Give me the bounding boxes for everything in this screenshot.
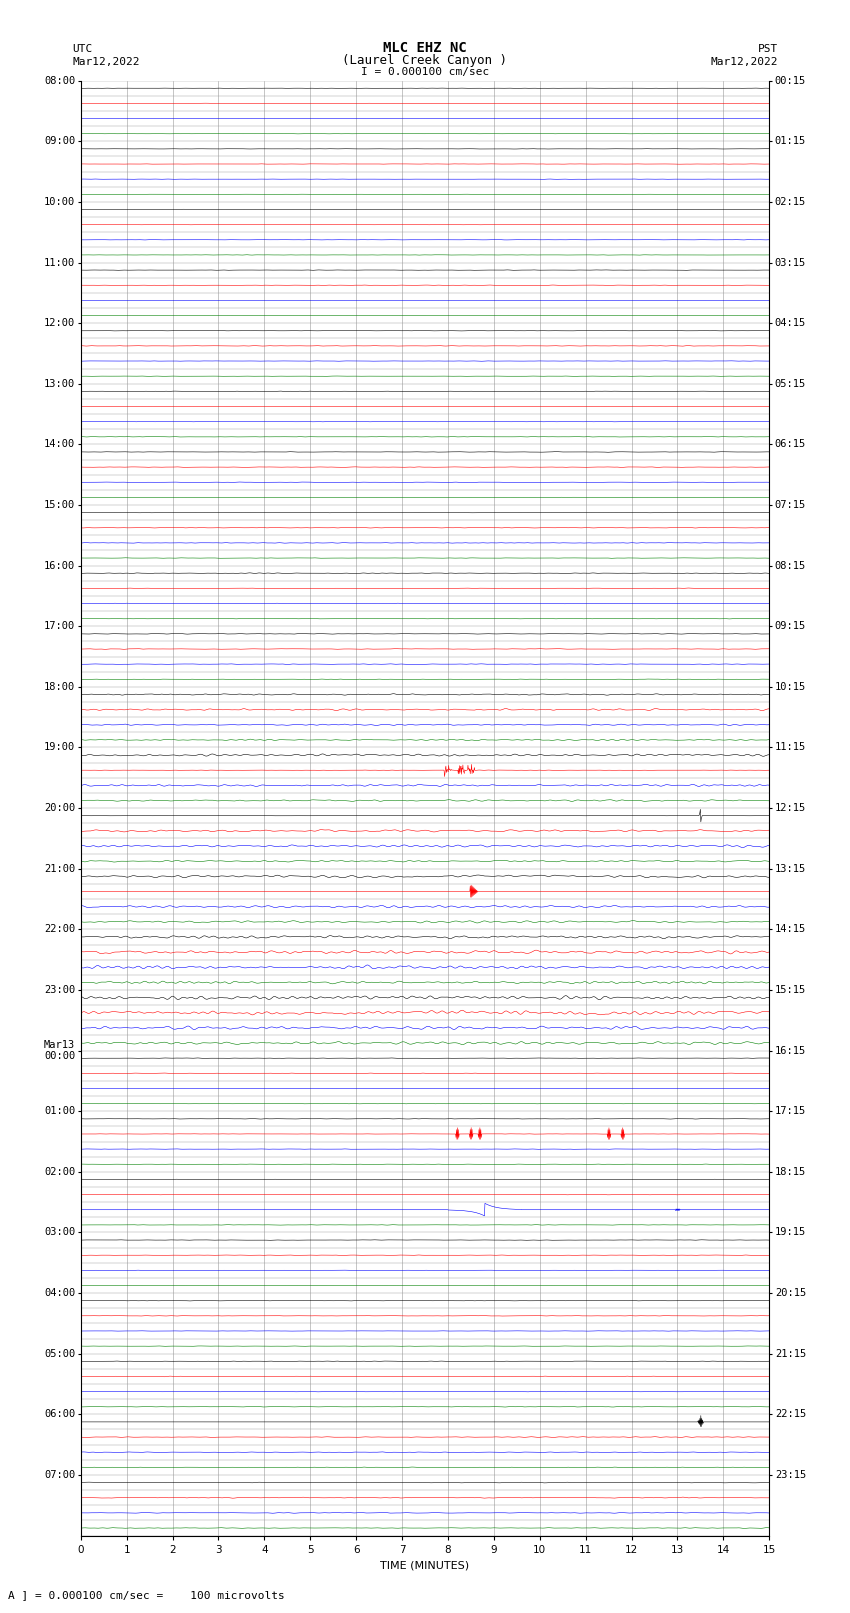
Text: MLC EHZ NC: MLC EHZ NC [383,40,467,55]
Text: Mar12,2022: Mar12,2022 [72,58,139,68]
Text: I = 0.000100 cm/sec: I = 0.000100 cm/sec [361,66,489,77]
Text: UTC: UTC [72,44,93,55]
Text: Mar12,2022: Mar12,2022 [711,58,778,68]
Text: (Laurel Creek Canyon ): (Laurel Creek Canyon ) [343,53,507,68]
Text: PST: PST [757,44,778,55]
X-axis label: TIME (MINUTES): TIME (MINUTES) [381,1560,469,1569]
Text: A ] = 0.000100 cm/sec =    100 microvolts: A ] = 0.000100 cm/sec = 100 microvolts [8,1590,286,1600]
